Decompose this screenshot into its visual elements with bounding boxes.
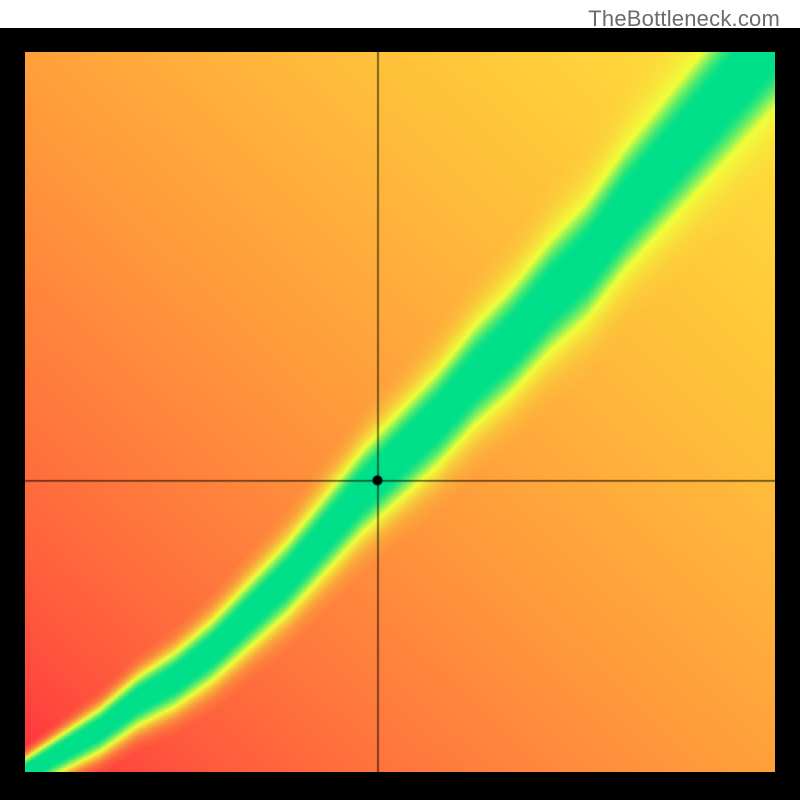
- watermark-text: TheBottleneck.com: [588, 6, 780, 32]
- chart-plot-area: [25, 52, 775, 772]
- bottleneck-heatmap: [25, 52, 775, 772]
- chart-outer-frame: [0, 28, 800, 800]
